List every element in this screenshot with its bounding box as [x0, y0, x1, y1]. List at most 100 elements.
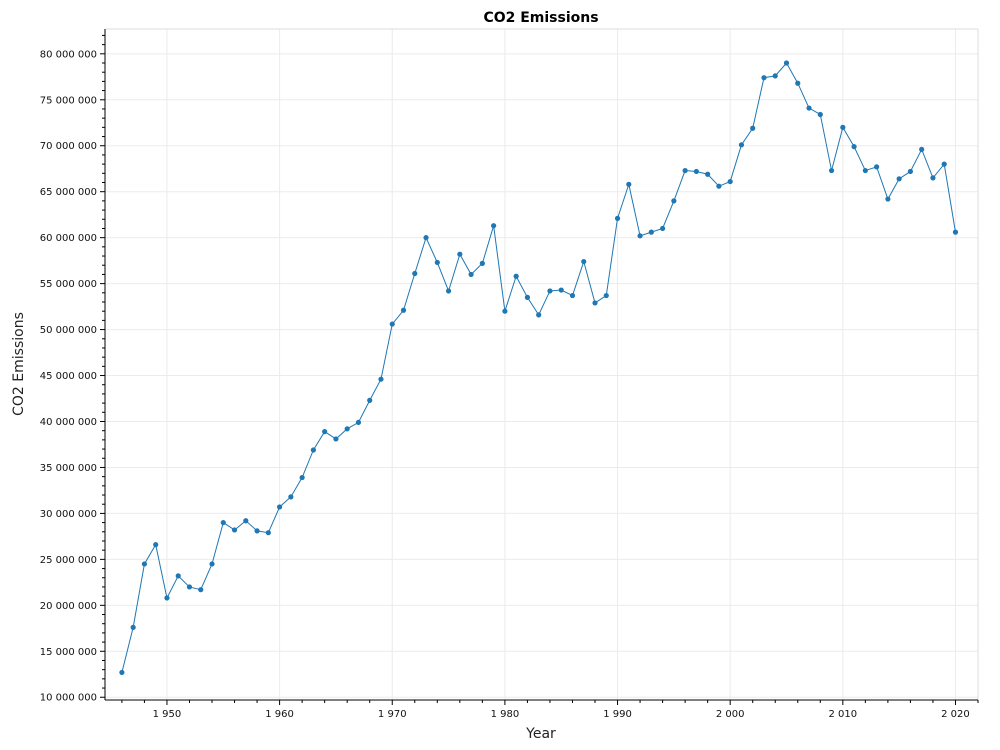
- data-point: [130, 624, 136, 630]
- axes: 1 950 1 960 1 970 1 980 1 990 2 000 2 010 2 020…: [40, 28, 979, 720]
- y-tick-label: 15 000 000: [40, 647, 97, 658]
- data-point: [930, 175, 936, 181]
- data-point: [198, 587, 204, 593]
- data-point: [626, 181, 632, 187]
- data-point: [491, 223, 497, 229]
- data-point: [367, 397, 373, 403]
- data-point: [231, 527, 238, 533]
- data-point: [592, 300, 598, 306]
- data-point: [333, 436, 339, 442]
- data-point: [840, 124, 846, 130]
- data-point: [817, 111, 823, 118]
- data-point: [344, 426, 350, 432]
- data-point: [457, 251, 463, 257]
- data-point: [119, 669, 125, 676]
- data-point: [806, 105, 812, 111]
- data-point: [828, 167, 835, 174]
- data-point: [502, 308, 508, 314]
- data-point: [761, 75, 767, 81]
- data-point: [378, 376, 384, 382]
- data-point: [277, 504, 283, 510]
- y-tick-label: 45 000 000: [40, 371, 97, 382]
- data-point: [885, 196, 891, 202]
- data-point: [524, 294, 531, 300]
- data-point: [536, 312, 542, 318]
- data-point: [164, 595, 170, 601]
- data-point: [153, 542, 159, 548]
- data-point: [355, 419, 362, 426]
- data-point: [772, 73, 778, 79]
- data-point: [547, 288, 553, 294]
- y-tick-label: 30 000 000: [40, 509, 97, 520]
- data-point: [705, 171, 711, 177]
- data-point: [907, 168, 914, 175]
- y-tick-label: 65 000 000: [40, 187, 97, 198]
- data-point: [220, 519, 226, 526]
- data-point: [851, 144, 857, 150]
- data-point: [445, 288, 452, 294]
- y-tick-label: 55 000 000: [40, 279, 97, 290]
- data-point: [941, 161, 947, 167]
- data-point: [254, 528, 260, 534]
- x-axis-label: Year: [525, 726, 556, 742]
- y-tick-label: 10 000 000: [40, 693, 97, 704]
- y-tick-label: 70 000 000: [40, 141, 97, 152]
- x-tick-label: 1 990: [603, 709, 632, 720]
- y-tick-label: 80 000 000: [40, 49, 97, 60]
- data-point: [209, 561, 215, 567]
- series-layer: [119, 60, 959, 676]
- data-point: [569, 292, 576, 299]
- data-point: [795, 80, 801, 86]
- data-point: [175, 573, 181, 579]
- x-tick-label: 2 010: [829, 709, 858, 720]
- data-point: [288, 494, 294, 500]
- data-point: [659, 225, 666, 232]
- data-point: [479, 260, 485, 266]
- data-point: [783, 60, 790, 66]
- data-point: [400, 307, 407, 313]
- y-tick-label: 25 000 000: [40, 555, 97, 566]
- data-point: [682, 167, 688, 174]
- data-point: [299, 474, 305, 481]
- data-point: [243, 518, 249, 524]
- data-point: [750, 125, 756, 131]
- x-tick-label: 1 980: [491, 709, 520, 720]
- y-tick-label: 35 000 000: [40, 463, 97, 474]
- x-tick-label: 1 960: [265, 709, 294, 720]
- data-point: [423, 235, 429, 241]
- data-point: [919, 146, 925, 153]
- data-point: [412, 270, 418, 277]
- y-tick-label: 40 000 000: [40, 417, 97, 428]
- data-point: [434, 259, 440, 266]
- data-point: [389, 321, 395, 327]
- data-point: [693, 168, 699, 175]
- data-point: [637, 233, 643, 239]
- data-point: [141, 561, 148, 567]
- x-tick-label: 2 020: [941, 709, 970, 720]
- x-tick-label: 1 950: [153, 709, 182, 720]
- data-point: [581, 258, 587, 265]
- data-point: [614, 215, 621, 221]
- data-point: [513, 273, 519, 279]
- data-point: [603, 292, 609, 299]
- data-point: [468, 271, 474, 278]
- y-tick-label: 60 000 000: [40, 233, 97, 244]
- y-tick-label: 75 000 000: [40, 95, 97, 106]
- data-point: [265, 530, 271, 536]
- chart-title: CO2 Emissions: [483, 10, 598, 26]
- y-tick-label: 20 000 000: [40, 601, 97, 612]
- data-point: [558, 287, 564, 293]
- data-point: [716, 183, 722, 189]
- data-point: [896, 176, 902, 182]
- data-point: [952, 229, 959, 235]
- data-point: [862, 167, 868, 174]
- y-axis-label: CO2 Emissions: [11, 312, 27, 416]
- data-point: [874, 164, 880, 170]
- data-point: [727, 178, 733, 185]
- grid: [105, 29, 978, 700]
- x-tick-label: 1 970: [378, 709, 407, 720]
- data-point: [648, 229, 654, 235]
- x-tick-label: 2 000: [716, 709, 745, 720]
- data-point: [310, 447, 316, 453]
